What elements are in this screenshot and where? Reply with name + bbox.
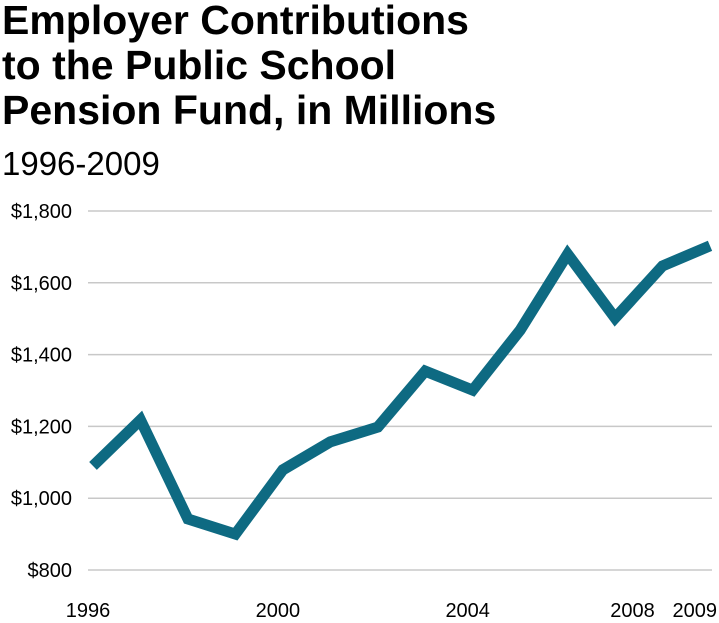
chart-title: Pension Fund, in Millions bbox=[2, 87, 496, 133]
x-tick-label: 2000 bbox=[256, 600, 301, 622]
x-tick-label: 2008 bbox=[610, 600, 655, 622]
x-tick-label: 1996 bbox=[66, 600, 111, 622]
y-tick-label: $1,400 bbox=[11, 345, 72, 367]
data-line bbox=[89, 240, 713, 541]
chart-title: to the Public School bbox=[2, 42, 396, 88]
y-tick-label: $1,000 bbox=[11, 488, 72, 510]
x-tick-label: 2004 bbox=[445, 600, 490, 622]
x-tick-label: 2009 bbox=[673, 600, 718, 622]
chart-subtitle: 1996-2009 bbox=[2, 145, 160, 182]
y-tick-label: $1,200 bbox=[11, 416, 72, 438]
chart-title: Employer Contributions bbox=[2, 0, 469, 43]
y-tick-label: $1,600 bbox=[11, 273, 72, 295]
y-tick-label: $1,800 bbox=[11, 201, 72, 223]
y-tick-label: $800 bbox=[28, 560, 73, 582]
